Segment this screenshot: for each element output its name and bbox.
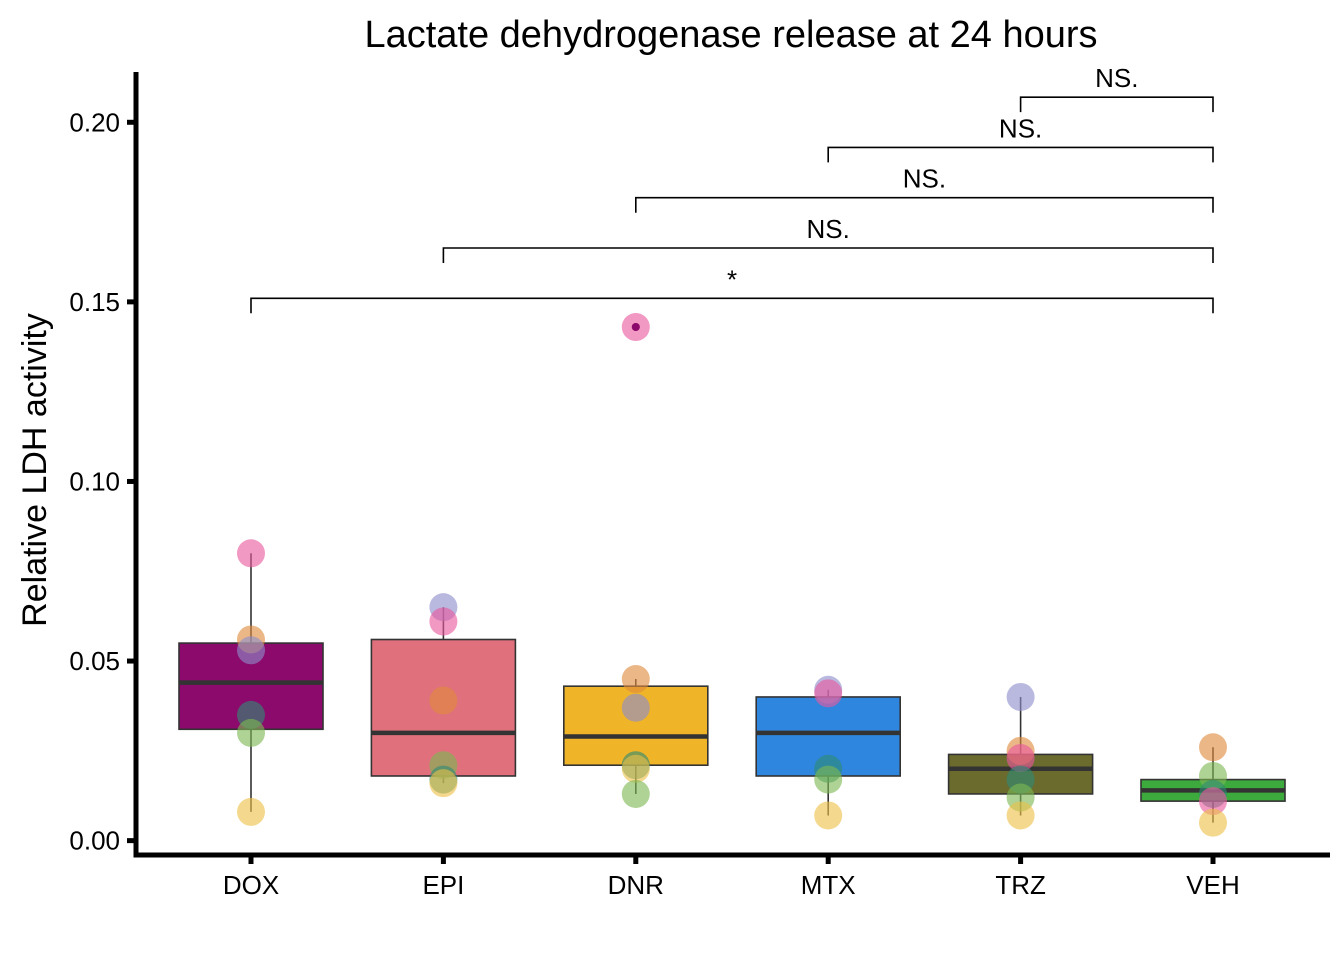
significance-label-trz-veh: NS. xyxy=(1095,63,1138,93)
data-point-dox xyxy=(237,797,265,826)
data-point-mtx xyxy=(814,765,843,794)
chart-title: Lactate dehydrogenase release at 24 hour… xyxy=(364,14,1097,56)
significance-label-epi-veh: NS. xyxy=(807,214,850,244)
data-point-mtx xyxy=(814,801,843,830)
x-tick-label: TRZ xyxy=(995,870,1046,900)
data-point-dox xyxy=(237,539,265,568)
data-point-dnr xyxy=(621,665,650,694)
data-point-dnr xyxy=(621,693,650,722)
x-tick-label: VEH xyxy=(1186,870,1239,900)
plot-area: * NS. NS. NS. NS. xyxy=(178,63,1286,837)
axes: 0.00 0.05 0.10 0.15 0.20 DOX EPI DNR MTX TRZ VEH xyxy=(69,72,1330,900)
x-tick-label: MTX xyxy=(801,870,856,900)
bracket-mtx-veh xyxy=(827,146,1214,163)
y-axis-label: Relative LDH activity xyxy=(16,313,54,627)
bracket-trz-veh xyxy=(1019,96,1214,113)
y-tick-label: 0.00 xyxy=(69,826,120,856)
y-tick-label: 0.15 xyxy=(69,287,120,317)
data-point-veh xyxy=(1199,808,1227,837)
data-point-dnr xyxy=(621,779,650,808)
data-point-epi xyxy=(429,686,458,715)
outlier-marker-dnr xyxy=(631,323,640,332)
significance-label-dnr-veh: NS. xyxy=(903,164,946,194)
data-point-dnr xyxy=(621,754,650,783)
data-point-trz xyxy=(1006,801,1035,830)
y-tick-label: 0.20 xyxy=(69,107,120,137)
data-point-epi xyxy=(429,769,458,798)
data-point-epi xyxy=(429,607,458,636)
x-tick-label: DNR xyxy=(608,870,664,900)
data-point-trz xyxy=(1006,682,1035,711)
significance-label-mtx-veh: NS. xyxy=(999,113,1042,143)
data-point-veh xyxy=(1199,787,1227,816)
x-tick-label: DOX xyxy=(223,870,279,900)
bracket-dox-veh xyxy=(250,297,1214,314)
data-point-veh xyxy=(1199,733,1227,762)
bracket-epi-veh xyxy=(442,247,1214,263)
significance-label-dox-veh: * xyxy=(727,264,737,294)
data-point-dox xyxy=(237,636,265,665)
data-point-mtx xyxy=(814,679,843,708)
y-tick-label: 0.10 xyxy=(69,466,120,496)
data-point-dox xyxy=(237,718,265,747)
y-tick-label: 0.05 xyxy=(69,646,120,676)
bracket-dnr-veh xyxy=(635,196,1214,213)
x-tick-label: EPI xyxy=(422,870,464,900)
data-point-trz xyxy=(1006,744,1035,773)
